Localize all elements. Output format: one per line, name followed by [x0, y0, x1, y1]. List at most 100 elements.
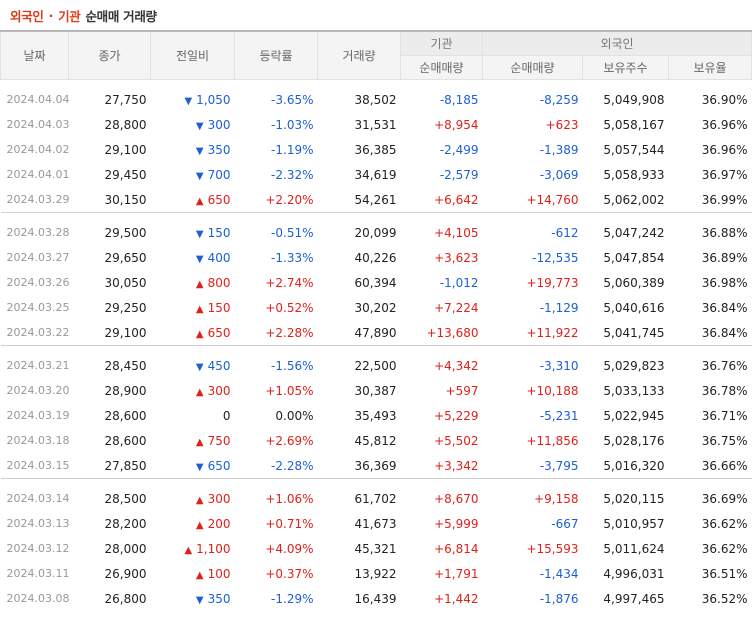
rate-cell: +2.20%	[265, 192, 314, 207]
foreign-net-cell: +14,760	[526, 192, 579, 207]
change-value: 800	[207, 275, 231, 290]
holding-rate-cell: 36.78%	[701, 383, 748, 398]
foreign-net-cell: -1,389	[539, 142, 579, 157]
holding-rate-cell: 36.52%	[701, 591, 748, 606]
volume-cell: 41,673	[354, 516, 397, 531]
rate-cell: -2.32%	[271, 167, 314, 182]
institution-net-cell: +5,229	[434, 408, 479, 423]
rate-cell: +0.37%	[265, 566, 314, 581]
date-cell: 2024.03.19	[6, 409, 70, 422]
holdings-cell: 5,022,945	[603, 408, 665, 423]
holdings-cell: 4,997,465	[603, 591, 665, 606]
triangle-up-icon: ▲	[195, 569, 204, 581]
holding-rate-cell: 36.98%	[701, 275, 748, 290]
change-cell: ▼ 700	[151, 162, 235, 187]
institution-net-cell: +4,342	[434, 358, 479, 373]
change-cell: ▲ 200	[151, 511, 235, 536]
volume-cell: 34,619	[354, 167, 397, 182]
col-header-rate: 등락률	[234, 30, 318, 80]
triangle-down-icon: ▼	[195, 170, 204, 182]
trading-table: 날짜 종가 전일비 등락률 거래량 기관 외국인 순매매량 순매매량 보유주수 …	[0, 30, 752, 611]
change-value: 400	[207, 250, 231, 265]
triangle-down-icon: ▼	[195, 120, 204, 132]
holdings-cell: 5,057,544	[603, 142, 665, 157]
institution-net-cell: +3,342	[434, 458, 479, 473]
date-cell: 2024.03.08	[6, 592, 70, 605]
table-row: 2024.04.02 29,100 ▼ 350 -1.19% 36,385 -2,499 -1…	[1, 137, 752, 162]
holdings-cell: 5,010,957	[603, 516, 665, 531]
date-cell: 2024.04.04	[6, 93, 70, 106]
change-cell: ▼ 450	[151, 353, 235, 378]
table-row: 2024.04.04 27,750 ▼ 1,050 -3.65% 38,502 -8,185…	[1, 87, 752, 112]
foreign-net-cell: -612	[551, 225, 579, 240]
table-row: 2024.03.18 28,600 ▲ 750 +2.69% 45,812 +5,502 +1…	[1, 428, 752, 453]
change-value: 150	[207, 300, 231, 315]
change-cell: ▲ 650	[151, 187, 235, 213]
date-cell: 2024.04.03	[6, 118, 70, 131]
close-cell: 28,500	[104, 491, 147, 506]
change-value: 650	[207, 325, 231, 340]
foreign-net-cell: -3,069	[539, 167, 579, 182]
foreign-net-cell: -3,310	[539, 358, 579, 373]
institution-net-cell: +7,224	[434, 300, 479, 315]
holdings-cell: 4,996,031	[603, 566, 665, 581]
change-cell: ▼ 350	[151, 137, 235, 162]
change-cell: ▲ 750	[151, 428, 235, 453]
date-cell: 2024.03.13	[6, 517, 70, 530]
table-row: 2024.04.03 28,800 ▼ 300 -1.03% 31,531 +8,954 +6…	[1, 112, 752, 137]
holding-rate-cell: 36.84%	[701, 300, 748, 315]
title-foreign: 외국인	[10, 8, 44, 24]
date-cell: 2024.04.01	[6, 168, 70, 181]
holding-rate-cell: 36.75%	[701, 433, 748, 448]
volume-cell: 30,387	[354, 383, 397, 398]
title-net-trading-volume: 순매매 거래량	[85, 8, 157, 24]
change-cell: ▲ 650	[151, 320, 235, 346]
change-value: 650	[207, 192, 231, 207]
volume-cell: 45,812	[354, 433, 397, 448]
holdings-cell: 5,011,624	[603, 541, 665, 556]
date-cell: 2024.03.21	[6, 359, 70, 372]
change-cell: ▲ 150	[151, 295, 235, 320]
date-cell: 2024.03.11	[6, 567, 70, 580]
change-cell: ▲ 300	[151, 378, 235, 403]
close-cell: 28,450	[104, 358, 147, 373]
foreign-net-cell: -12,535	[532, 250, 579, 265]
col-header-institution-net: 순매매량	[400, 55, 483, 80]
change-cell: ▲ 1,100	[151, 536, 235, 561]
volume-cell: 45,321	[354, 541, 397, 556]
holding-rate-cell: 36.71%	[701, 408, 748, 423]
close-cell: 29,450	[104, 167, 147, 182]
institution-net-cell: +5,502	[434, 433, 479, 448]
date-cell: 2024.04.02	[6, 143, 70, 156]
triangle-down-icon: ▼	[195, 145, 204, 157]
date-cell: 2024.03.27	[6, 251, 70, 264]
col-header-volume: 거래량	[317, 30, 401, 80]
date-cell: 2024.03.14	[6, 492, 70, 505]
holdings-cell: 5,058,167	[603, 117, 665, 132]
volume-cell: 47,890	[354, 325, 397, 340]
close-cell: 26,800	[104, 591, 147, 606]
foreign-net-cell: +10,188	[526, 383, 579, 398]
volume-cell: 22,500	[354, 358, 397, 373]
close-cell: 26,900	[104, 566, 147, 581]
triangle-up-icon: ▲	[195, 494, 204, 506]
table-row: 2024.03.15 27,850 ▼ 650 -2.28% 36,369 +3,342 -3…	[1, 453, 752, 479]
volume-cell: 38,502	[354, 92, 397, 107]
table-row: 2024.03.28 29,500 ▼ 150 -0.51% 20,099 +4,105 -6…	[1, 220, 752, 245]
volume-cell: 54,261	[354, 192, 397, 207]
triangle-down-icon: ▼	[195, 594, 204, 606]
rate-cell: -1.19%	[271, 142, 314, 157]
group-spacer	[1, 80, 752, 88]
rate-cell: -1.29%	[271, 591, 314, 606]
holdings-cell: 5,033,133	[603, 383, 665, 398]
institution-net-cell: +1,442	[434, 591, 479, 606]
change-cell: ▼ 350	[151, 586, 235, 611]
close-cell: 28,000	[104, 541, 147, 556]
change-value: 300	[207, 383, 231, 398]
change-cell: ▼ 300	[151, 112, 235, 137]
date-cell: 2024.03.26	[6, 276, 70, 289]
holding-rate-cell: 36.69%	[701, 491, 748, 506]
institution-net-cell: +3,623	[434, 250, 479, 265]
holding-rate-cell: 36.90%	[701, 92, 748, 107]
holding-rate-cell: 36.62%	[701, 516, 748, 531]
